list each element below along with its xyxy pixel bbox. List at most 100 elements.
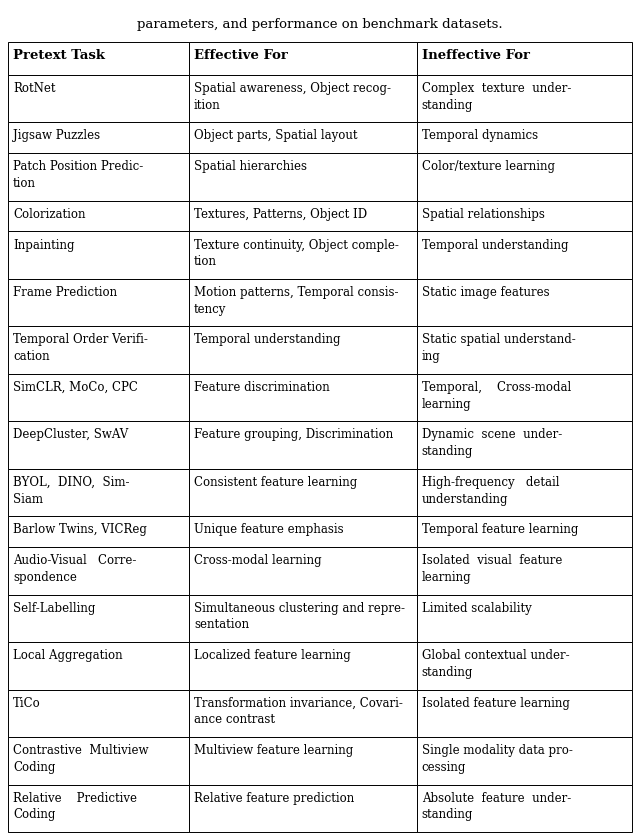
Bar [8, 75, 189, 123]
Bar [417, 642, 632, 690]
Bar [417, 737, 632, 785]
Bar [8, 690, 189, 737]
Text: ance contrast: ance contrast [194, 713, 275, 727]
Bar [8, 422, 189, 469]
Text: learning: learning [422, 397, 471, 411]
Bar [189, 517, 417, 547]
Bar [417, 75, 632, 123]
Text: spondence: spondence [13, 571, 77, 584]
Text: Relative feature prediction: Relative feature prediction [194, 791, 354, 805]
Text: standing: standing [422, 666, 473, 679]
Bar [189, 231, 417, 279]
Text: cation: cation [13, 350, 50, 363]
Text: cessing: cessing [422, 761, 466, 774]
Text: Object parts, Spatial layout: Object parts, Spatial layout [194, 129, 358, 142]
Text: Localized feature learning: Localized feature learning [194, 649, 351, 662]
Text: Feature discrimination: Feature discrimination [194, 381, 330, 394]
Bar [8, 279, 189, 327]
Text: Temporal feature learning: Temporal feature learning [422, 523, 578, 537]
Bar [417, 42, 632, 75]
Bar [189, 595, 417, 642]
Text: Coding: Coding [13, 761, 56, 774]
Text: tion: tion [13, 177, 36, 190]
Bar [189, 422, 417, 469]
Text: Transformation invariance, Covari-: Transformation invariance, Covari- [194, 696, 403, 710]
Text: standing: standing [422, 808, 473, 822]
Text: Relative    Predictive: Relative Predictive [13, 791, 137, 805]
Bar [8, 469, 189, 517]
Bar [417, 517, 632, 547]
Text: Patch Position Predic-: Patch Position Predic- [13, 160, 143, 173]
Bar [417, 595, 632, 642]
Text: DeepCluster, SwAV: DeepCluster, SwAV [13, 428, 128, 442]
Text: sentation: sentation [194, 618, 249, 632]
Bar [8, 547, 189, 595]
Text: Temporal understanding: Temporal understanding [194, 333, 340, 346]
Bar [417, 123, 632, 153]
Text: Cross-modal learning: Cross-modal learning [194, 554, 321, 567]
Text: tency: tency [194, 302, 227, 316]
Text: Textures, Patterns, Object ID: Textures, Patterns, Object ID [194, 207, 367, 221]
Bar [417, 327, 632, 374]
Bar [8, 123, 189, 153]
Text: Dynamic  scene  under-: Dynamic scene under- [422, 428, 562, 442]
Text: Multiview feature learning: Multiview feature learning [194, 744, 353, 757]
Bar [8, 642, 189, 690]
Text: Siam: Siam [13, 492, 43, 506]
Text: Temporal Order Verifi-: Temporal Order Verifi- [13, 333, 148, 346]
Text: Absolute  feature  under-: Absolute feature under- [422, 791, 571, 805]
Text: Spatial relationships: Spatial relationships [422, 207, 545, 221]
Bar [189, 279, 417, 327]
Text: Local Aggregation: Local Aggregation [13, 649, 123, 662]
Bar [417, 374, 632, 422]
Text: RotNet: RotNet [13, 81, 56, 95]
Bar [8, 231, 189, 279]
Bar [8, 374, 189, 422]
Text: ing: ing [422, 350, 440, 363]
Text: Ineffective For: Ineffective For [422, 49, 530, 62]
Bar [189, 642, 417, 690]
Bar [189, 201, 417, 231]
Text: Spatial hierarchies: Spatial hierarchies [194, 160, 307, 173]
Text: Temporal understanding: Temporal understanding [422, 239, 568, 251]
Bar [417, 547, 632, 595]
Text: Temporal,    Cross-modal: Temporal, Cross-modal [422, 381, 571, 394]
Text: Isolated  visual  feature: Isolated visual feature [422, 554, 562, 567]
Bar [417, 201, 632, 231]
Bar [417, 690, 632, 737]
Bar [189, 690, 417, 737]
Bar [189, 327, 417, 374]
Text: Audio-Visual   Corre-: Audio-Visual Corre- [13, 554, 136, 567]
Text: Spatial awareness, Object recog-: Spatial awareness, Object recog- [194, 81, 391, 95]
Text: Motion patterns, Temporal consis-: Motion patterns, Temporal consis- [194, 286, 399, 299]
Bar [417, 153, 632, 201]
Text: Static spatial understand-: Static spatial understand- [422, 333, 575, 346]
Bar [189, 469, 417, 517]
Bar [189, 123, 417, 153]
Bar [189, 153, 417, 201]
Text: Unique feature emphasis: Unique feature emphasis [194, 523, 344, 537]
Text: standing: standing [422, 98, 473, 112]
Text: SimCLR, MoCo, CPC: SimCLR, MoCo, CPC [13, 381, 138, 394]
Text: standing: standing [422, 445, 473, 458]
Bar [189, 374, 417, 422]
Bar [417, 279, 632, 327]
Text: Feature grouping, Discrimination: Feature grouping, Discrimination [194, 428, 393, 442]
Text: Consistent feature learning: Consistent feature learning [194, 476, 357, 489]
Bar [8, 737, 189, 785]
Text: TiCo: TiCo [13, 696, 41, 710]
Bar [8, 201, 189, 231]
Text: Isolated feature learning: Isolated feature learning [422, 696, 570, 710]
Text: Inpainting: Inpainting [13, 239, 74, 251]
Text: Global contextual under-: Global contextual under- [422, 649, 570, 662]
Bar [417, 422, 632, 469]
Bar [8, 42, 189, 75]
Text: High-frequency   detail: High-frequency detail [422, 476, 559, 489]
Text: Jigsaw Puzzles: Jigsaw Puzzles [13, 129, 100, 142]
Text: Self-Labelling: Self-Labelling [13, 601, 95, 615]
Text: Complex  texture  under-: Complex texture under- [422, 81, 571, 95]
Bar [8, 595, 189, 642]
Bar [189, 547, 417, 595]
Bar [8, 785, 189, 832]
Text: Simultaneous clustering and repre-: Simultaneous clustering and repre- [194, 601, 405, 615]
